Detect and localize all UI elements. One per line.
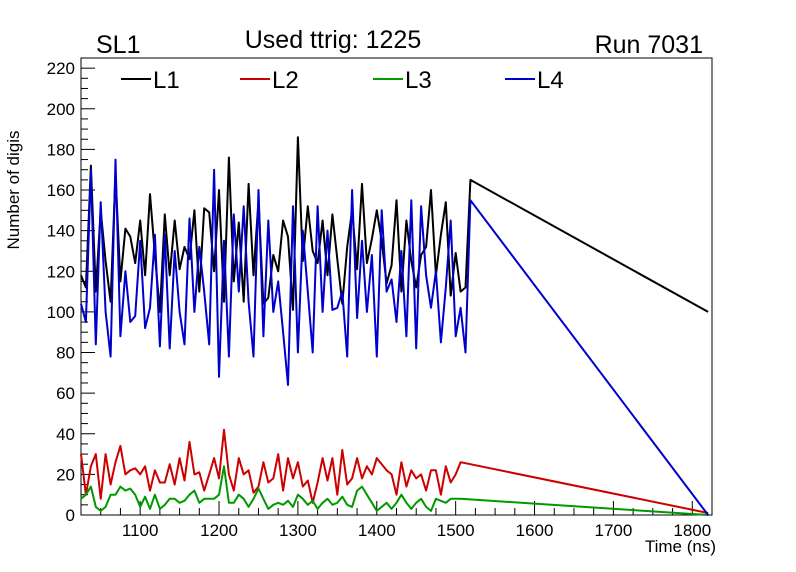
y-tick-label: 20 xyxy=(56,465,75,484)
plot-frame xyxy=(80,57,713,516)
y-tick-label: 140 xyxy=(47,222,75,241)
y-tick-label: 220 xyxy=(47,59,75,78)
legend-label-l1: L1 xyxy=(153,67,180,94)
x-tick-label: 1200 xyxy=(200,521,238,540)
legend: L1 L2 L3 L4 xyxy=(121,67,564,94)
x-tick-label: 1600 xyxy=(516,521,554,540)
x-tick-label: 1800 xyxy=(673,521,711,540)
title-right: Run 7031 xyxy=(595,31,703,59)
y-tick-label: 160 xyxy=(47,181,75,200)
y-tick-label: 100 xyxy=(47,303,75,322)
series-line-l4 xyxy=(80,158,709,516)
y-tick-label: 0 xyxy=(66,506,75,525)
x-tick-label: 1100 xyxy=(122,521,159,540)
x-tick-label: 1500 xyxy=(437,521,475,540)
y-tick-label: 40 xyxy=(56,425,75,444)
y-tick-label: 120 xyxy=(47,262,75,281)
y-tick-label: 180 xyxy=(47,140,75,159)
x-axis: 1100 1200 1300 1400 1500 1600 1700 1800 xyxy=(80,501,713,540)
legend-label-l4: L4 xyxy=(537,67,564,94)
series-line-l1 xyxy=(80,136,709,313)
y-tick-label: 60 xyxy=(56,384,75,403)
chart-title: Used ttrig: 1225 xyxy=(245,26,422,54)
y-axis: 0 20 40 60 80 100 120 140 160 180 200 220 xyxy=(47,57,95,525)
series-line-l2 xyxy=(80,428,709,514)
y-tick-label: 80 xyxy=(56,344,75,363)
legend-label-l2: L2 xyxy=(272,67,299,94)
x-tick-label: 1400 xyxy=(358,521,396,540)
legend-label-l3: L3 xyxy=(405,67,432,94)
series-lines xyxy=(80,136,709,516)
y-tick-label: 200 xyxy=(47,100,75,119)
x-tick-label: 1300 xyxy=(279,521,317,540)
x-tick-label: 1700 xyxy=(594,521,632,540)
y-axis-label: Number of digis xyxy=(4,130,23,249)
series-line-l3 xyxy=(80,465,709,516)
x-axis-label: Time (ns) xyxy=(645,537,716,556)
title-left: SL1 xyxy=(96,31,140,59)
